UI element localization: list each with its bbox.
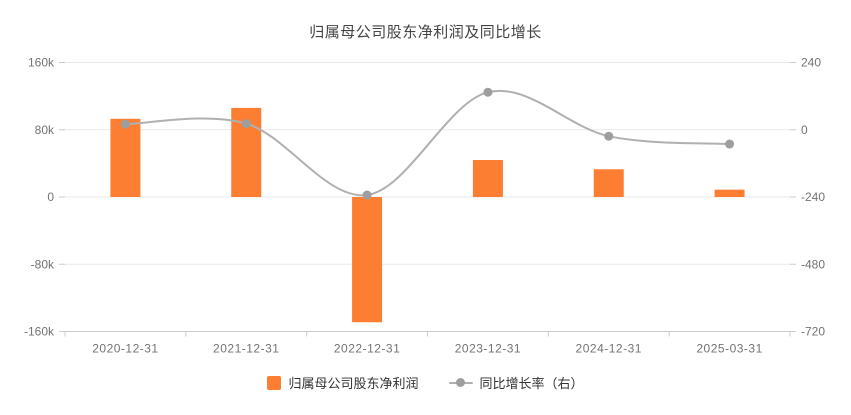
right-axis-label: 0 <box>801 123 808 137</box>
right-axis-label: 240 <box>801 56 821 70</box>
line-dot-2025-03-31 <box>725 139 735 149</box>
bar-2022-12-31 <box>352 197 383 323</box>
bar-2024-12-31 <box>593 169 624 197</box>
bar-series-swatch-icon <box>267 375 282 390</box>
growth-rate-line <box>125 89 730 197</box>
left-axis-label: -160k <box>24 325 55 339</box>
line-dot-2020-12-31 <box>120 119 130 129</box>
legend: 归属母公司股东净利润 同比增长率（右） <box>0 373 851 392</box>
chart-title: 归属母公司股东净利润及同比增长 <box>309 24 542 41</box>
line-dot-2024-12-31 <box>604 131 614 141</box>
bar-2023-12-31 <box>472 160 503 197</box>
x-axis-label: 2024-12-31 <box>576 342 642 356</box>
x-axis-label: 2023-12-31 <box>455 342 521 356</box>
x-axis-label: 2022-12-31 <box>334 342 400 356</box>
line-series-marker-icon <box>448 376 473 390</box>
bar-2020-12-31 <box>110 118 141 197</box>
line-dot-2021-12-31 <box>241 119 251 129</box>
line-dot-2023-12-31 <box>483 87 493 97</box>
left-axis-label: 80k <box>35 123 55 137</box>
legend-label-net-profit: 归属母公司股东净利润 <box>288 376 419 391</box>
line-dot-2022-12-31 <box>362 190 372 200</box>
left-axis-label: -80k <box>31 257 55 271</box>
line-marker-dot <box>456 378 465 387</box>
legend-item-net-profit[interactable]: 归属母公司股东净利润 <box>267 373 419 392</box>
legend-item-growth-rate[interactable]: 同比增长率（右） <box>448 373 584 392</box>
left-axis-label: 0 <box>47 190 54 204</box>
right-axis-label: -480 <box>801 257 825 271</box>
right-axis-label: -240 <box>801 190 825 204</box>
left-axis-label: 160k <box>28 56 55 70</box>
x-axis-label: 2025-03-31 <box>696 342 762 356</box>
bar-2025-03-31 <box>714 189 745 197</box>
right-axis-label: -720 <box>801 325 825 339</box>
x-axis-label: 2020-12-31 <box>92 342 158 356</box>
legend-label-growth-rate: 同比增长率（右） <box>479 376 584 391</box>
x-axis-label: 2021-12-31 <box>213 342 279 356</box>
